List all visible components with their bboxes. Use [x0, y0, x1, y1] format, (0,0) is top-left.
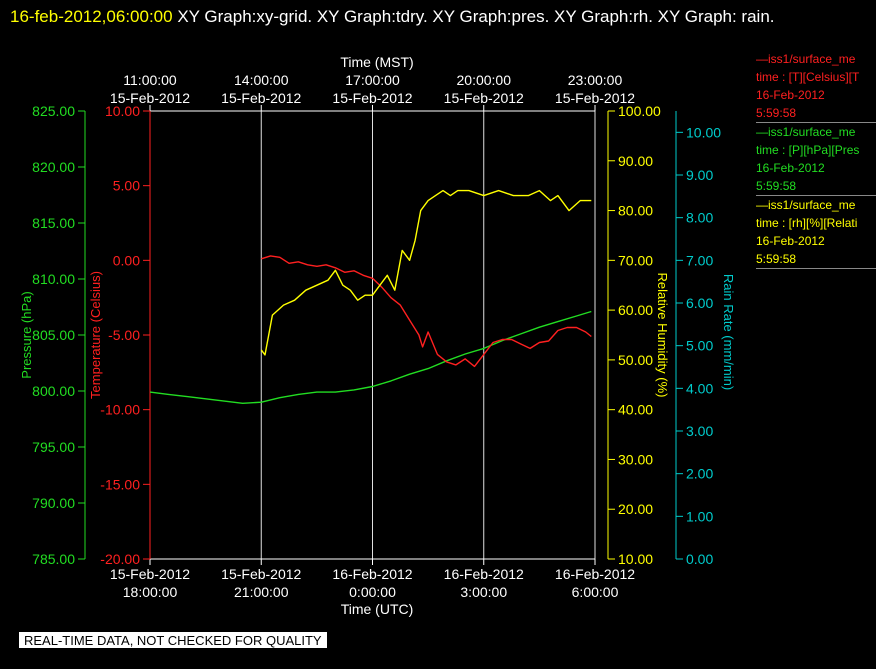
bottom-axis-title: Time (UTC)	[341, 601, 414, 617]
rain-tick-label: 1.00	[686, 508, 713, 524]
temperature-tick-label: -15.00	[100, 476, 140, 492]
rain-tick-label: 7.00	[686, 252, 713, 268]
bottom-tick-label: 3:00:00	[460, 584, 507, 600]
top-tick-label: 15-Feb-2012	[221, 90, 301, 106]
top-tick-label: 11:00:00	[123, 72, 177, 88]
legend-text: time : [P][hPa][Pres	[756, 143, 860, 157]
bottom-tick-label: 15-Feb-2012	[110, 566, 190, 582]
temperature-axis-title: Temperature (Celsius)	[88, 271, 103, 399]
humidity-series-line	[260, 189, 592, 356]
humidity-tick-label: 60.00	[618, 302, 653, 318]
humidity-tick-label: 70.00	[618, 252, 653, 268]
pressure-tick-label: 810.00	[32, 271, 75, 287]
legend-text: time : [rh][%][Relati	[756, 216, 858, 230]
rain-axis-title: Rain Rate (mm/min)	[721, 274, 736, 390]
pressure-axis-title: Pressure (hPa)	[19, 291, 34, 378]
top-tick-label: 15-Feb-2012	[555, 90, 635, 106]
humidity-tick-label: 90.00	[618, 153, 653, 169]
rain-tick-label: 3.00	[686, 423, 713, 439]
humidity-tick-label: 20.00	[618, 501, 653, 517]
bottom-tick-label: 18:00:00	[123, 584, 178, 600]
temperature-series-line	[261, 255, 592, 368]
top-tick-label: 15-Feb-2012	[110, 90, 190, 106]
pressure-tick-label: 795.00	[32, 439, 75, 455]
graph-titles: XY Graph:xy-grid. XY Graph:tdry. XY Grap…	[177, 7, 775, 26]
rain-tick-label: 2.00	[686, 466, 713, 482]
humidity-tick-label: 100.00	[618, 103, 661, 119]
pressure-tick-label: 790.00	[32, 495, 75, 511]
humidity-tick-label: 30.00	[618, 451, 653, 467]
temperature-tick-label: -5.00	[108, 327, 140, 343]
pressure-tick-label: 815.00	[32, 215, 75, 231]
rain-tick-label: 8.00	[686, 210, 713, 226]
bottom-tick-label: 16-Feb-2012	[444, 566, 524, 582]
timestamp: 16-feb-2012,06:00:00	[10, 7, 173, 26]
legend-text: 5:59:58	[756, 177, 876, 196]
legend-text: 16-Feb-2012	[756, 88, 825, 102]
bottom-tick-label: 0:00:00	[349, 584, 396, 600]
pressure-tick-label: 800.00	[32, 383, 75, 399]
temperature-tick-label: -20.00	[100, 551, 140, 567]
humidity-tick-label: 40.00	[618, 402, 653, 418]
bottom-tick-label: 21:00:00	[234, 584, 289, 600]
legend-text: 5:59:58	[756, 250, 876, 269]
rain-tick-label: 5.00	[686, 338, 713, 354]
legend-text: 16-Feb-2012	[756, 161, 825, 175]
legend: —iss1/surface_me time : [T][Celsius][T 16-…	[756, 50, 876, 269]
graph-title-bar: 16-feb-2012,06:00:00 XY Graph:xy-grid. X…	[10, 2, 860, 31]
humidity-axis-title: Relative Humidity (%)	[655, 273, 670, 398]
top-axis-title: Time (MST)	[340, 54, 413, 70]
legend-text: 16-Feb-2012	[756, 234, 825, 248]
pressure-tick-label: 805.00	[32, 327, 75, 343]
rain-tick-label: 4.00	[686, 380, 713, 396]
rain-tick-label: 0.00	[686, 551, 713, 567]
legend-text: —iss1/surface_me	[756, 198, 856, 212]
top-tick-label: 15-Feb-2012	[332, 90, 412, 106]
humidity-tick-label: 10.00	[618, 551, 653, 567]
legend-text: —iss1/surface_me	[756, 125, 856, 139]
humidity-tick-label: 80.00	[618, 203, 653, 219]
temperature-tick-label: 5.00	[113, 178, 140, 194]
bottom-tick-label: 6:00:00	[572, 584, 619, 600]
pressure-tick-label: 825.00	[32, 103, 75, 119]
top-tick-label: 14:00:00	[234, 72, 289, 88]
top-tick-label: 17:00:00	[345, 72, 400, 88]
legend-text: 5:59:58	[756, 104, 876, 123]
top-tick-label: 23:00:00	[568, 72, 623, 88]
bottom-tick-label: 15-Feb-2012	[221, 566, 301, 582]
rain-tick-label: 6.00	[686, 295, 713, 311]
pressure-tick-label: 785.00	[32, 551, 75, 567]
temperature-tick-label: -10.00	[100, 402, 140, 418]
rain-tick-label: 10.00	[686, 124, 721, 140]
temperature-tick-label: 0.00	[113, 252, 140, 268]
pressure-series-line	[149, 310, 592, 404]
pressure-tick-label: 820.00	[32, 159, 75, 175]
rain-tick-label: 9.00	[686, 167, 713, 183]
bottom-tick-label: 16-Feb-2012	[332, 566, 412, 582]
top-tick-label: 15-Feb-2012	[444, 90, 524, 106]
quality-warning: REAL-TIME DATA, NOT CHECKED FOR QUALITY	[19, 632, 327, 648]
legend-text: time : [T][Celsius][T	[756, 70, 860, 84]
bottom-tick-label: 16-Feb-2012	[555, 566, 635, 582]
top-tick-label: 20:00:00	[457, 72, 512, 88]
temperature-tick-label: 10.00	[105, 103, 140, 119]
legend-text: —iss1/surface_me	[756, 52, 856, 66]
humidity-tick-label: 50.00	[618, 352, 653, 368]
